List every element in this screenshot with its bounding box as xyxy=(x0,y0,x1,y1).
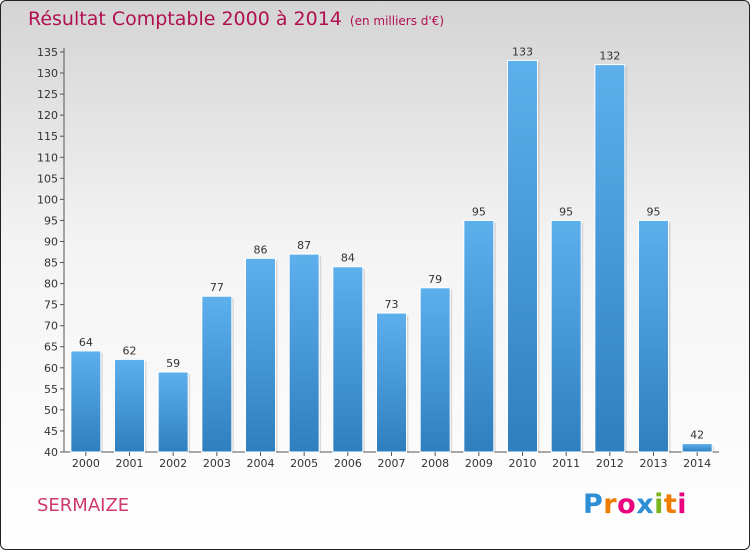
bar xyxy=(638,219,669,453)
y-tick-label: 65 xyxy=(44,341,58,354)
chart-subtitle: (en milliers d'€) xyxy=(349,14,445,28)
commune-name: SERMAIZE xyxy=(37,495,130,516)
y-tick-label: 70 xyxy=(44,320,58,333)
data-label: 59 xyxy=(166,357,180,370)
bar xyxy=(376,312,407,453)
y-tick-label: 55 xyxy=(44,383,58,396)
logo-letter: r xyxy=(603,489,618,520)
y-tick-label: 135 xyxy=(37,46,58,59)
bar xyxy=(507,59,538,453)
x-tick-label: 2012 xyxy=(596,457,624,470)
x-tick-label: 2001 xyxy=(116,457,144,470)
logo-letter: P xyxy=(583,489,604,520)
logo-letter: o xyxy=(617,489,637,520)
y-tick-label: 100 xyxy=(37,193,58,206)
y-tick-label: 130 xyxy=(37,67,58,80)
data-label: 73 xyxy=(385,298,399,311)
y-tick-label: 80 xyxy=(44,278,58,291)
y-tick-label: 85 xyxy=(44,257,58,270)
data-label: 132 xyxy=(599,50,620,63)
bar xyxy=(419,287,451,453)
y-tick-label: 105 xyxy=(37,172,58,185)
y-tick-label: 95 xyxy=(44,214,58,227)
y-tick-label: 90 xyxy=(44,235,58,248)
x-tick-label: 2009 xyxy=(465,457,493,470)
data-label: 95 xyxy=(647,205,661,218)
y-tick-label: 40 xyxy=(44,446,58,459)
bar xyxy=(332,266,364,453)
y-tick-label: 60 xyxy=(44,362,58,375)
x-tick-label: 2008 xyxy=(421,457,449,470)
bar xyxy=(201,295,233,453)
bar xyxy=(550,219,582,453)
x-tick-label: 2007 xyxy=(378,457,406,470)
chart-title: Résultat Comptable 2000 à 2014 (en millie… xyxy=(28,8,444,30)
bar xyxy=(463,219,495,453)
x-tick-label: 2014 xyxy=(683,457,711,470)
bar xyxy=(288,253,320,453)
x-tick-label: 2013 xyxy=(640,457,668,470)
y-tick-label: 45 xyxy=(44,425,58,438)
y-tick-label: 120 xyxy=(37,109,58,122)
proxiti-logo: Proxiti xyxy=(583,489,687,520)
logo-letter: x xyxy=(636,489,655,520)
x-tick-label: 2004 xyxy=(247,457,275,470)
data-label: 79 xyxy=(428,273,442,286)
data-label: 95 xyxy=(559,205,573,218)
data-label: 95 xyxy=(472,205,486,218)
chart-title-text: Résultat Comptable 2000 à 2014 xyxy=(28,8,342,30)
bar xyxy=(245,257,276,453)
bar xyxy=(70,350,102,453)
y-tick-label: 110 xyxy=(37,151,58,164)
x-tick-label: 2002 xyxy=(159,457,187,470)
y-tick-label: 75 xyxy=(44,299,58,312)
bar xyxy=(594,64,626,453)
bar xyxy=(114,358,145,453)
logo-letter: i xyxy=(677,489,688,520)
data-label: 87 xyxy=(297,239,311,252)
data-label: 77 xyxy=(210,281,224,294)
logo-letter: i xyxy=(654,489,664,520)
data-label: 84 xyxy=(341,252,355,265)
x-tick-label: 2011 xyxy=(552,457,580,470)
x-tick-label: 2005 xyxy=(290,457,318,470)
bar xyxy=(681,443,713,453)
x-tick-label: 2010 xyxy=(509,457,537,470)
data-label: 62 xyxy=(123,344,137,357)
data-label: 133 xyxy=(512,45,533,58)
data-label: 42 xyxy=(690,429,704,442)
y-tick-label: 50 xyxy=(44,404,58,417)
y-tick-label: 115 xyxy=(37,130,58,143)
x-tick-label: 2003 xyxy=(203,457,231,470)
data-label: 86 xyxy=(254,243,268,256)
x-tick-label: 2000 xyxy=(72,457,100,470)
y-tick-label: 125 xyxy=(37,88,58,101)
bar xyxy=(157,371,189,453)
logo-letter: t xyxy=(663,489,678,520)
x-tick-label: 2006 xyxy=(334,457,362,470)
data-label: 64 xyxy=(79,336,93,349)
